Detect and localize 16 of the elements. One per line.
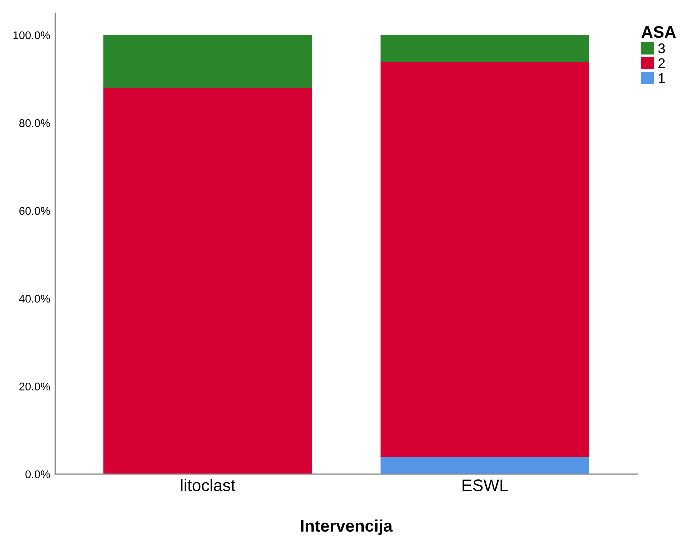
y-tick-label: 60.0% — [20, 207, 50, 216]
legend-title: ASA — [642, 26, 676, 38]
y-tick-label: 80.0% — [20, 119, 50, 128]
bar — [380, 35, 590, 62]
x-axis-title: Intervencija — [301, 520, 393, 536]
bar — [380, 456, 590, 474]
x-tick-label: ESWL — [462, 480, 508, 492]
legend-label: 3 — [658, 44, 666, 54]
legend-label: 1 — [659, 73, 666, 84]
y-tick-label: 40.0% — [19, 295, 50, 303]
y-tick-label: 0.0% — [26, 470, 50, 478]
legend-label: 2 — [658, 58, 666, 68]
y-tick-label: 100.0% — [14, 32, 50, 40]
x-tick-label: litoclast — [181, 479, 236, 492]
bar — [104, 35, 312, 88]
y-tick-label: 20.0% — [20, 382, 50, 391]
